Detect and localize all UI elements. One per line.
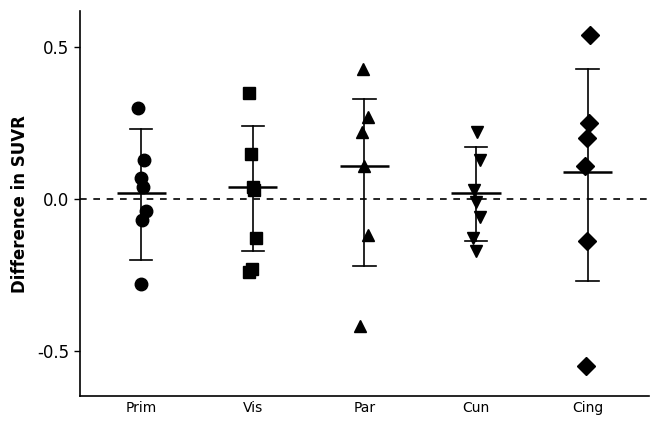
Y-axis label: Difference in SUVR: Difference in SUVR	[11, 115, 29, 293]
